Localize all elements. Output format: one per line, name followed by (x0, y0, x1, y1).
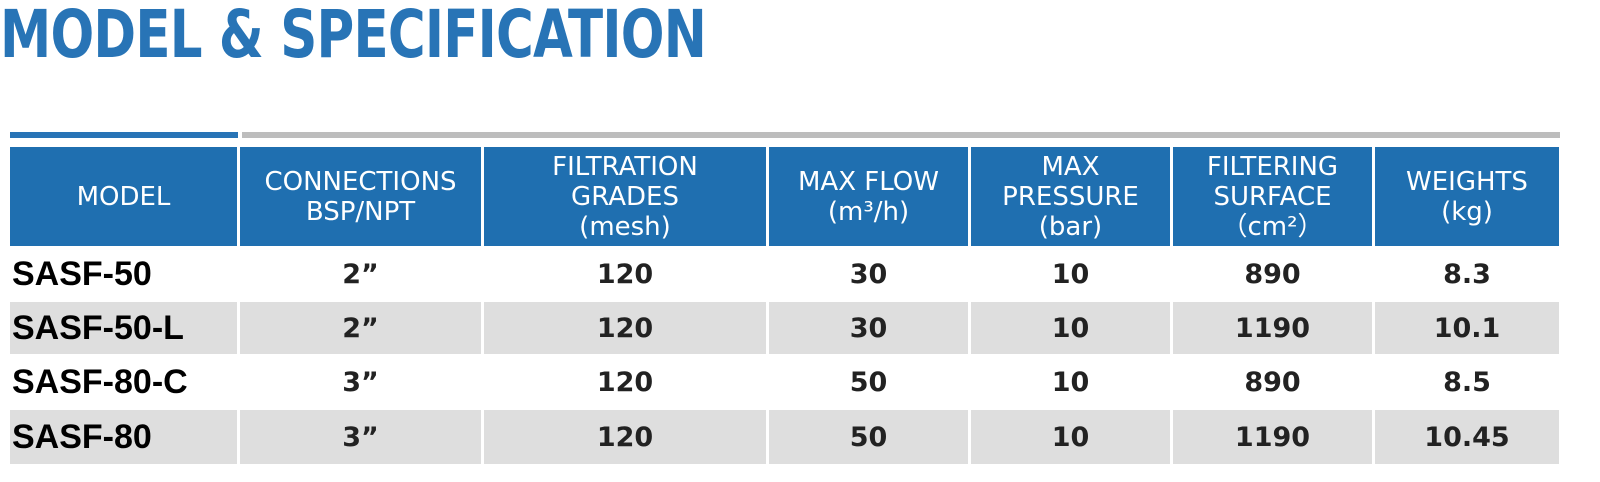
page-title: MODEL & SPECIFICATION (0, 0, 707, 73)
header-line: FILTERING (1206, 151, 1339, 182)
spec-cell: 10 (971, 302, 1170, 354)
accent-bar (10, 132, 238, 138)
spec-cell: 3” (342, 366, 379, 398)
spec-cell: 8.5 (1443, 366, 1491, 398)
header-line: (m³/h) (827, 196, 910, 227)
column-header: FILTERING SURFACE （cm²） (1173, 147, 1372, 246)
spec-cell: 890 (1244, 366, 1301, 398)
spec-cell: 10.1 (1375, 302, 1559, 354)
spec-cell: 30 (769, 302, 968, 354)
header-line: SURFACE (1213, 181, 1332, 212)
column-header: MAX PRESSURE (bar) (971, 147, 1170, 246)
spec-cell: 1190 (1173, 410, 1372, 464)
column-header: FILTRATION GRADES (mesh) (484, 147, 766, 246)
spec-cell: 30 (849, 258, 888, 290)
spec-cell: 2” (342, 258, 379, 290)
spec-cell: 890 (1244, 258, 1301, 290)
spec-cell: 120 (484, 410, 766, 464)
header-line: MAX (1041, 151, 1100, 182)
spec-cell: 10.45 (1375, 410, 1559, 464)
header-line: （cm²） (1221, 211, 1324, 242)
header-line: MAX FLOW (798, 166, 939, 197)
column-header: MAX FLOW (m³/h) (769, 147, 968, 246)
spec-cell: 120 (484, 302, 766, 354)
header-line: (bar) (1038, 211, 1103, 242)
model-cell: SASF-80 (10, 410, 237, 464)
spec-cell: 120 (596, 366, 654, 398)
spec-cell: 2” (240, 302, 481, 354)
header-line: BSP/NPT (305, 196, 416, 227)
spec-cell: 120 (596, 258, 654, 290)
header-line: MODEL (76, 181, 171, 212)
spec-cell: 50 (849, 366, 888, 398)
column-header: MODEL (10, 147, 237, 246)
spec-cell: 8.3 (1443, 258, 1491, 290)
header-line: CONNECTIONS (264, 166, 457, 197)
spec-cell: 10 (1051, 258, 1090, 290)
spec-cell: 10 (1051, 366, 1090, 398)
column-header: CONNECTIONS BSP/NPT (240, 147, 481, 246)
spec-cell: 3” (240, 410, 481, 464)
spec-cell: 50 (769, 410, 968, 464)
header-line: GRADES (571, 181, 679, 212)
header-line: PRESSURE (1002, 181, 1139, 212)
model-cell: SASF-50-L (10, 302, 237, 354)
header-line: (kg) (1441, 196, 1493, 227)
header-line: WEIGHTS (1406, 166, 1528, 197)
spec-cell: 1190 (1173, 302, 1372, 354)
divider-bar (242, 132, 1560, 138)
column-header: WEIGHTS (kg) (1375, 147, 1559, 246)
spec-cell: 10 (971, 410, 1170, 464)
model-cell: SASF-80-C (12, 362, 188, 401)
model-cell: SASF-50 (12, 254, 152, 293)
header-line: (mesh) (579, 211, 671, 242)
header-line: FILTRATION (552, 151, 698, 182)
